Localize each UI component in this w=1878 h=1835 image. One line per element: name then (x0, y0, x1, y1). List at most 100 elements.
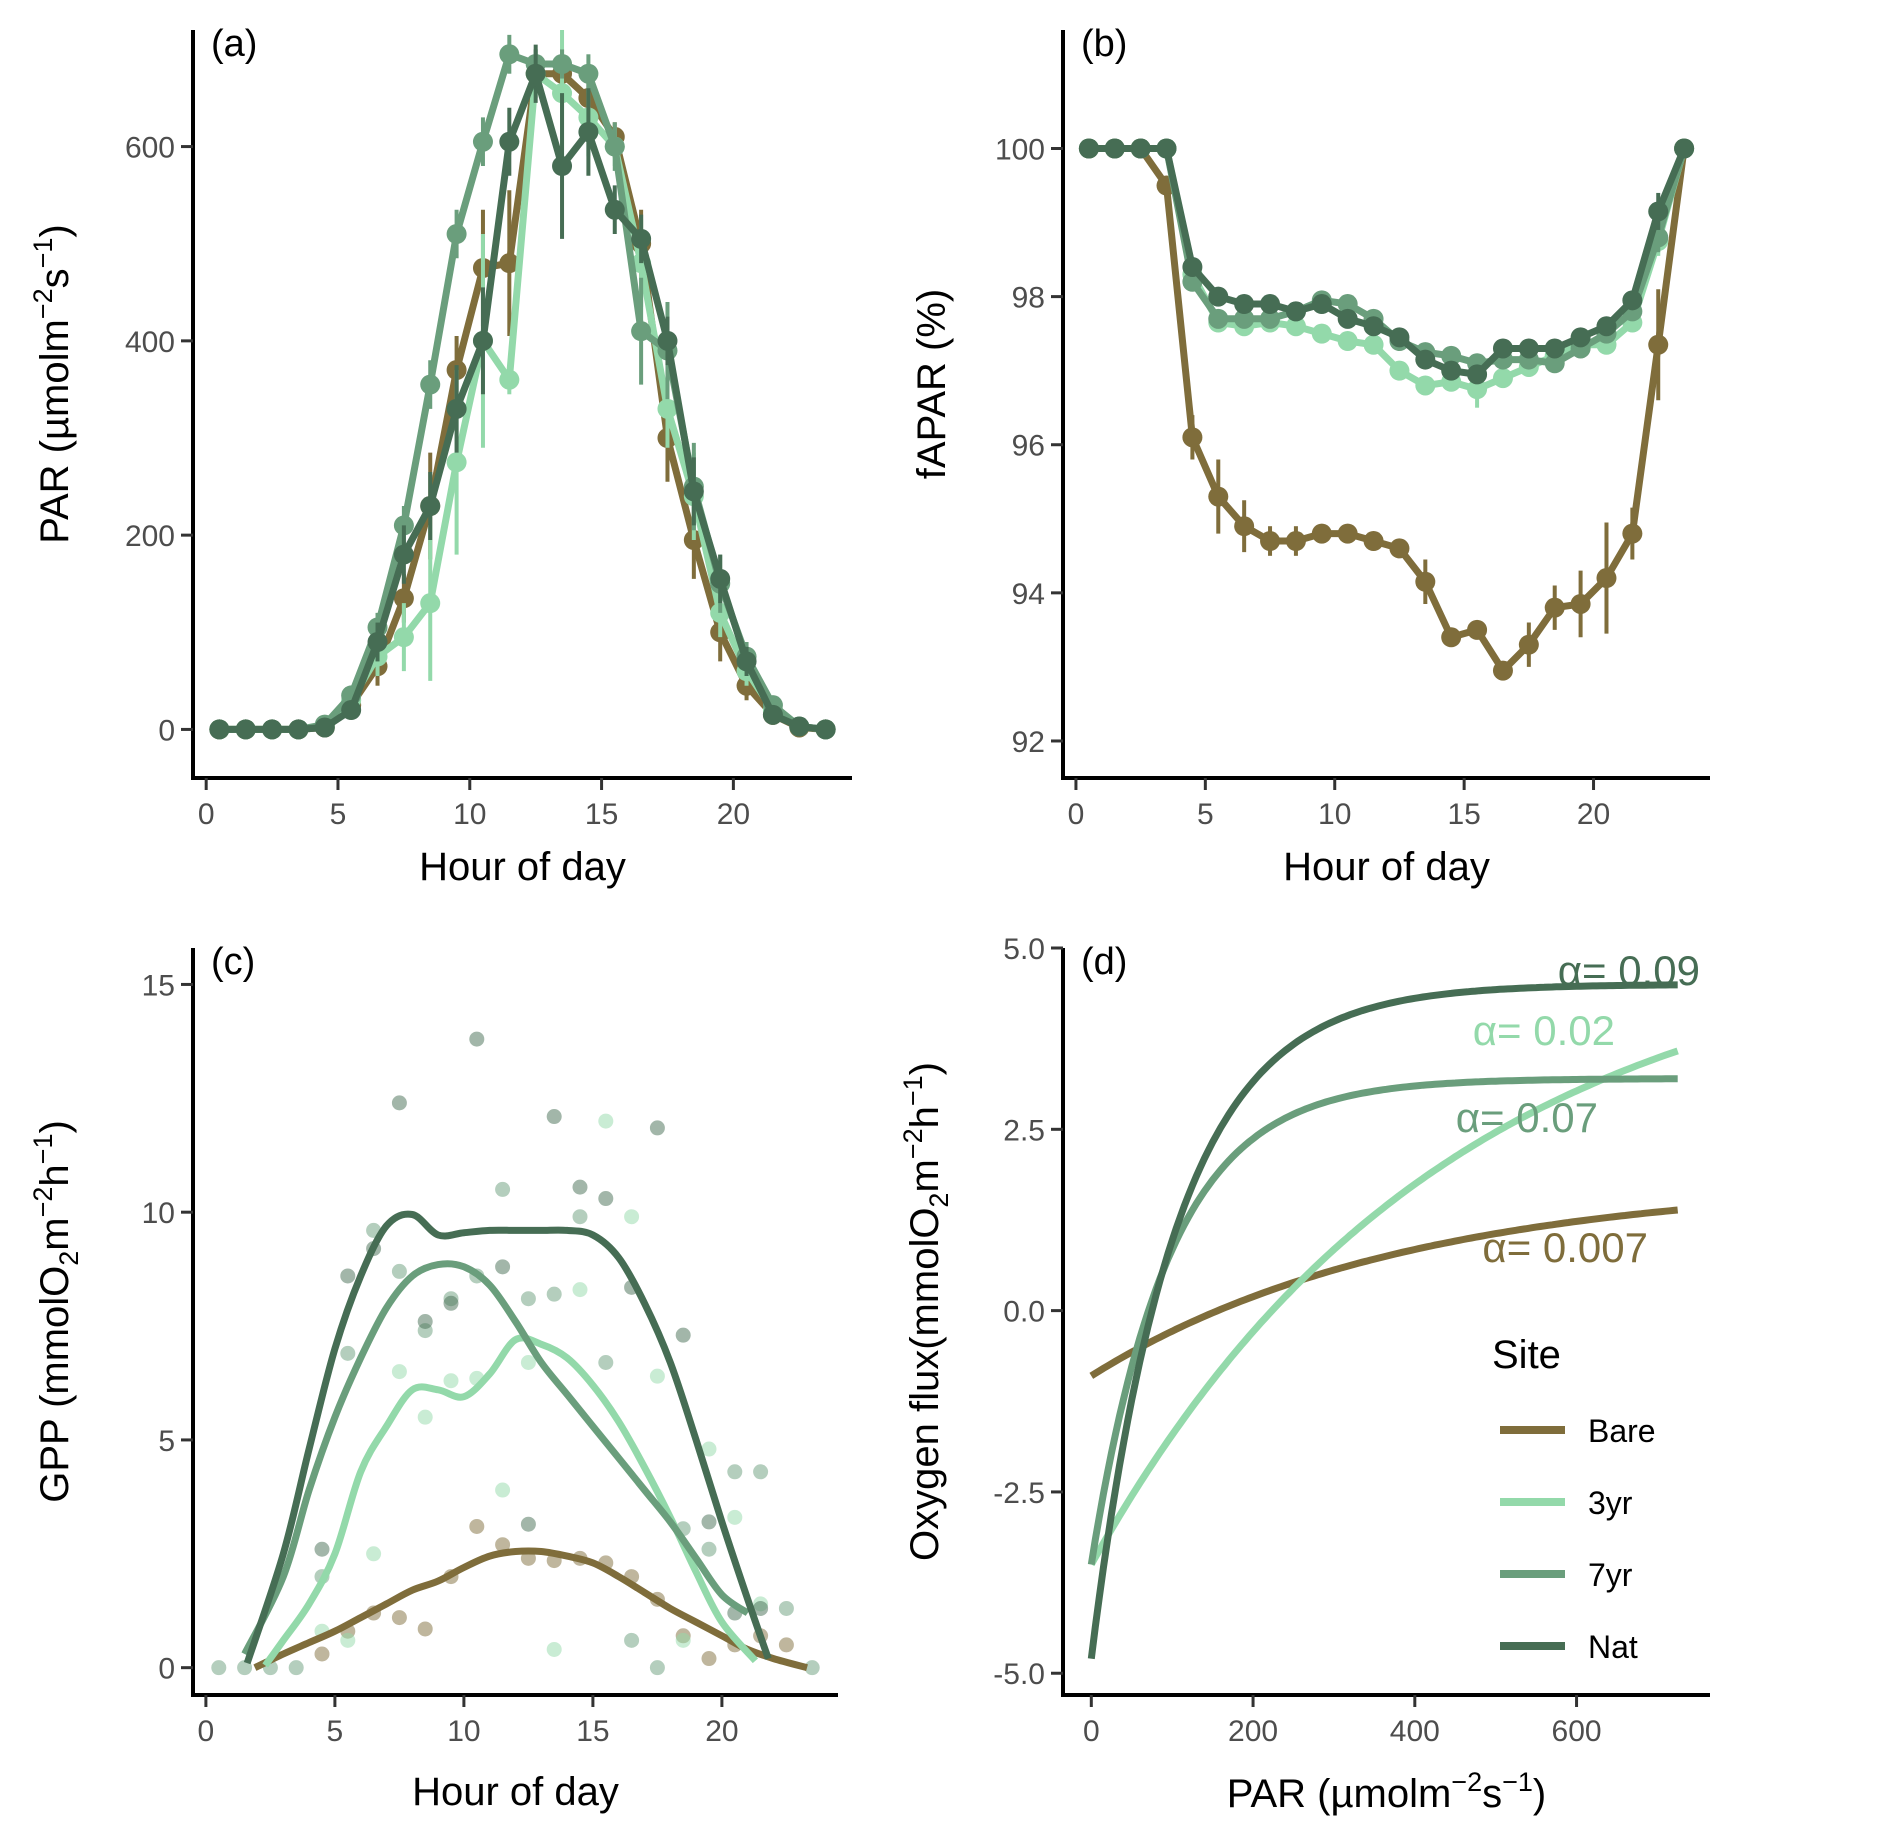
data-point (1467, 364, 1488, 385)
x-tick-label: 20 (1577, 798, 1610, 831)
legend-title: Site (1492, 1333, 1561, 1377)
data-point (778, 1637, 794, 1653)
axis-title-part: −2 (1451, 1767, 1482, 1797)
data-point (815, 719, 836, 740)
data-point (417, 1409, 433, 1425)
data-point (443, 1295, 459, 1311)
data-point (804, 1660, 820, 1676)
data-point (469, 1518, 485, 1534)
data-point (598, 1191, 614, 1207)
data-point (604, 199, 625, 220)
data-point (262, 719, 283, 740)
data-point (631, 228, 652, 249)
axis-title-part: −1 (28, 1134, 58, 1165)
data-point (753, 1600, 769, 1616)
data-point (1363, 531, 1384, 552)
axis-title-part: ) (33, 224, 77, 237)
data-point (525, 63, 546, 84)
data-point (1570, 593, 1591, 614)
legend-label-7yr: 7yr (1588, 1557, 1633, 1593)
x-tick-label: 20 (717, 798, 750, 831)
data-point (1389, 327, 1410, 348)
data-point (1260, 294, 1281, 315)
panel-label: (a) (211, 23, 257, 65)
curve-7yr (1087, 1075, 1678, 1566)
data-point (727, 1464, 743, 1480)
data-point (1518, 338, 1539, 359)
data-point (631, 321, 652, 342)
data-point (1622, 523, 1643, 544)
points-3yr (314, 1113, 769, 1657)
data-point (520, 1354, 536, 1370)
data-point (1337, 331, 1358, 352)
data-point (1337, 308, 1358, 329)
data-point (649, 1120, 665, 1136)
data-point (393, 544, 414, 565)
data-point (1544, 353, 1565, 374)
data-point (1337, 523, 1358, 544)
x-tick-label: 400 (1390, 1715, 1440, 1748)
x-tick-label: 15 (585, 798, 618, 831)
data-point (1467, 379, 1488, 400)
smooth-line-bare (253, 1547, 808, 1672)
axis-title-part: 2 (924, 1193, 954, 1208)
data-point (624, 1632, 640, 1648)
x-tick-label: 5 (1197, 798, 1214, 831)
y-tick-label: -2.5 (993, 1477, 1045, 1510)
data-point (1363, 316, 1384, 337)
data-point (762, 704, 783, 725)
data-point (288, 719, 309, 740)
y-axis-title: GPP (mmolO2m−2h−1) (28, 1120, 84, 1503)
data-point (1674, 138, 1695, 159)
series-nat (209, 44, 836, 740)
data-point (683, 481, 704, 502)
data-point (393, 588, 414, 609)
data-point (649, 1368, 665, 1384)
data-point (572, 1282, 588, 1298)
data-point (1156, 138, 1177, 159)
alpha-label-7yr: α= 0.07 (1456, 1094, 1598, 1141)
axis-title-part: m (33, 1217, 77, 1250)
data-point (1596, 316, 1617, 337)
data-point (546, 1286, 562, 1302)
data-point (391, 1610, 407, 1626)
data-point (1208, 286, 1229, 307)
axis-title-part: −1 (28, 238, 58, 269)
legend-label-bare: Bare (1588, 1413, 1656, 1449)
axis-title-part: −1 (1502, 1767, 1533, 1797)
data-point (393, 627, 414, 648)
data-point (1285, 531, 1306, 552)
panel-d: 0 200 400 600 -5.0 -2.5 0.0 2.5 5.0 (d) α= 0.007 α=… (898, 933, 1710, 1816)
data-point (417, 1621, 433, 1637)
axis-title-part: ) (33, 1120, 77, 1133)
data-point (753, 1464, 769, 1480)
axis-title-part: Oxygen flux(mmolO (903, 1208, 947, 1561)
alpha-label-bare: α= 0.007 (1482, 1224, 1648, 1271)
data-point (1311, 294, 1332, 315)
data-point (420, 374, 441, 395)
axis-title-part: ) (1533, 1772, 1546, 1816)
axis-title-part: PAR (µmolm (1227, 1772, 1452, 1816)
data-point (495, 1482, 511, 1498)
data-point (598, 1113, 614, 1129)
data-point (366, 1546, 382, 1562)
x-axis-title: PAR (µmolm−2s−1) (1227, 1767, 1546, 1816)
panel-b: 0 5 10 15 20 92 94 96 98 100 (b) Hour of day fAPAR (… (910, 23, 1710, 889)
data-point (211, 1660, 227, 1676)
y-tick-label: 15 (142, 969, 175, 1002)
data-point (499, 131, 520, 152)
data-point (1544, 597, 1565, 618)
data-point (710, 568, 731, 589)
data-point (1492, 660, 1513, 681)
x-tick-label: 10 (453, 798, 486, 831)
data-point (1441, 345, 1462, 366)
legend-label-nat: Nat (1588, 1629, 1638, 1665)
legend-label-3yr: 3yr (1588, 1485, 1633, 1521)
axis-title-part: PAR (µmolm (33, 319, 77, 544)
data-point (417, 1314, 433, 1329)
data-point (237, 1660, 253, 1676)
data-point (1415, 349, 1436, 370)
curve-bare (1089, 1206, 1679, 1379)
